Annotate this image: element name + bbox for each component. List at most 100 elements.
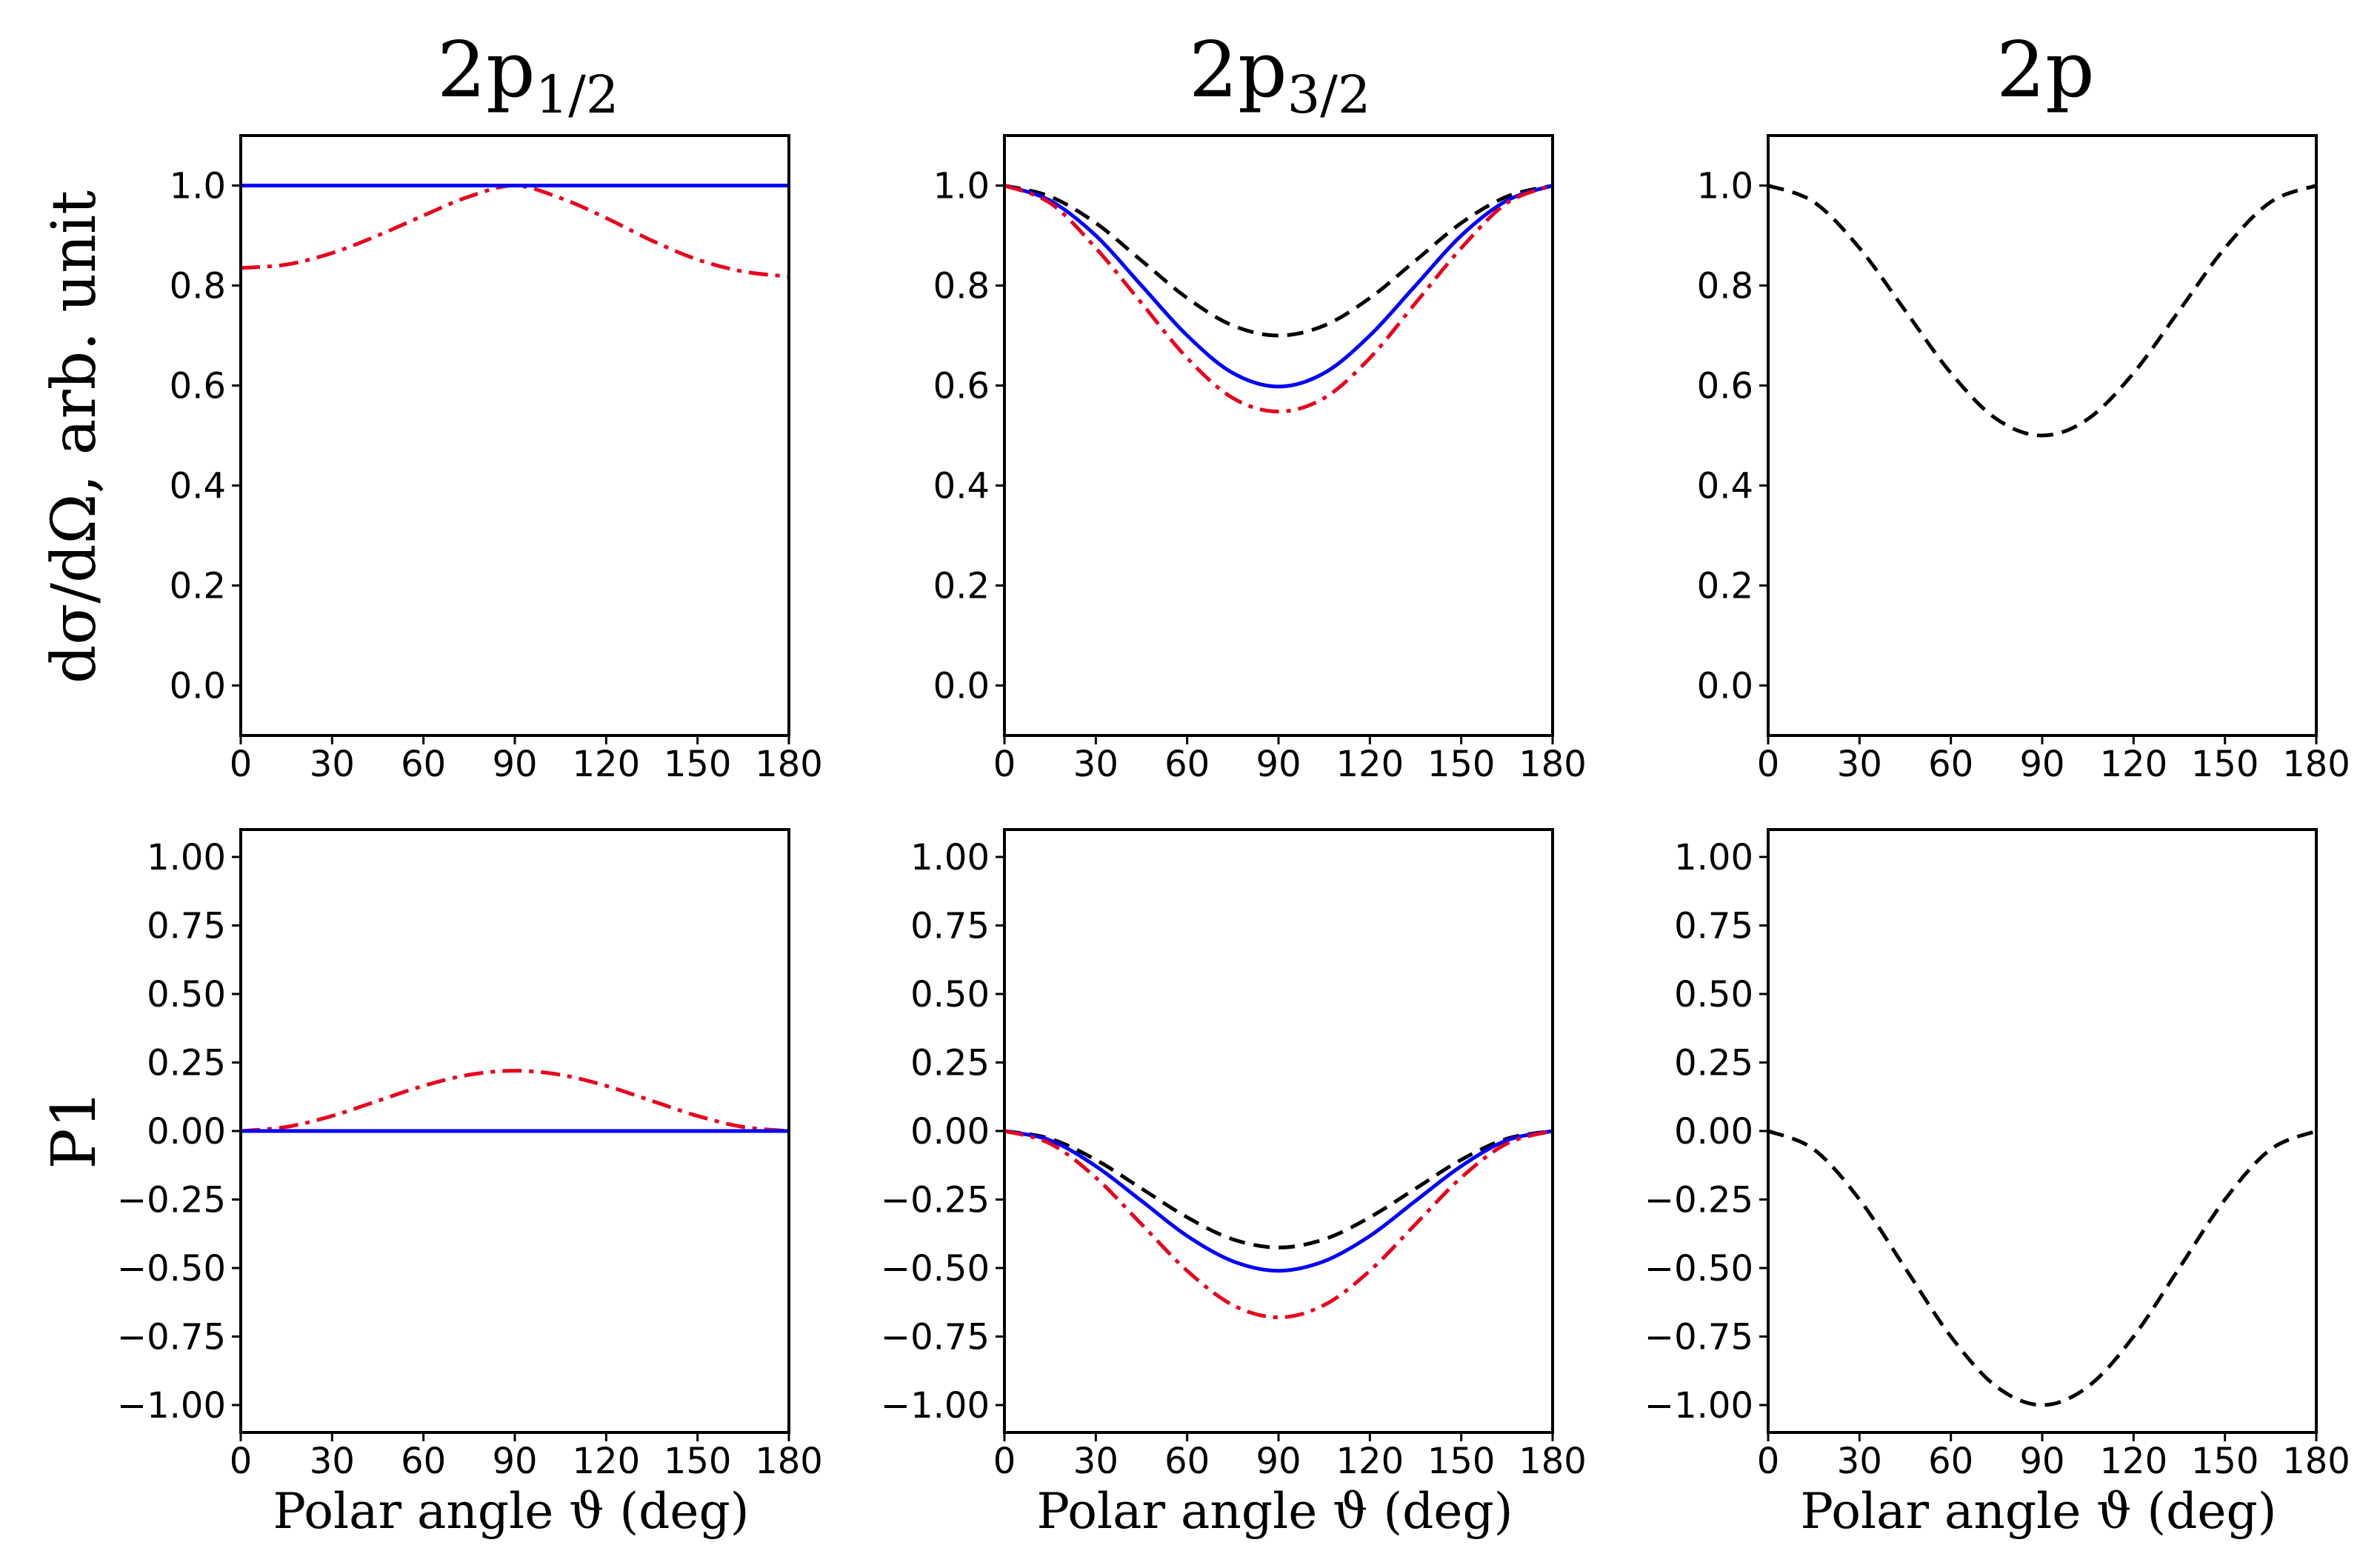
series-line-dashed — [1004, 184, 1553, 338]
x-tick-label: 120 — [2100, 744, 2168, 785]
y-tick-label: 0.4 — [1697, 466, 1753, 507]
y-tick-label: 0.75 — [910, 906, 990, 947]
series-line-dashed — [1767, 1129, 2317, 1407]
series-line-dashed — [1767, 184, 2317, 438]
y-tick-label: 0.0 — [933, 666, 990, 707]
x-tick-label: 60 — [1928, 1441, 1973, 1482]
y-tick-label: 0.6 — [170, 366, 226, 407]
panel-bottom-middle: 0 30 60 90 120 150 180 −1.00 −0.75 −0.50 −0.25 0.00… — [881, 828, 1587, 1482]
xlabel-left: Polar angle ϑ (deg) — [273, 1483, 750, 1540]
y-tick-label: −1.00 — [1644, 1385, 1753, 1427]
y-tick-label: −0.75 — [881, 1317, 990, 1358]
row-label-polarization: P1 — [39, 1090, 110, 1169]
series-line-solid — [1004, 1129, 1553, 1273]
x-tick-label: 30 — [1837, 744, 1882, 785]
x-tick-label: 90 — [1256, 744, 1301, 785]
x-tick-label: 120 — [1336, 744, 1404, 785]
x-tick-label: 90 — [1256, 1441, 1301, 1482]
series-line-dashdot — [240, 1069, 790, 1133]
x-tick-label: 150 — [1427, 1441, 1496, 1482]
y-tick-label: 0.75 — [1674, 906, 1753, 947]
y-tick-label: 0.75 — [147, 906, 226, 947]
y-tick-label: 0.25 — [147, 1043, 226, 1084]
y-tick-label: 0.25 — [910, 1043, 990, 1084]
series-line-solid — [1004, 184, 1553, 389]
plot-frame — [1003, 828, 1554, 1434]
y-tick-label: 0.4 — [933, 466, 990, 507]
x-tick-label: 180 — [755, 1441, 823, 1482]
panel-top-right: 0 30 60 90 120 150 180 0.0 0.2 0.4 0.6 0.8 1.0 — [1697, 134, 2350, 785]
column-title-2-sub: 3/2 — [1287, 64, 1371, 125]
y-tick-label: 0.8 — [170, 266, 226, 307]
x-tick-label: 120 — [573, 1441, 641, 1482]
y-tick-label: −1.00 — [881, 1385, 990, 1427]
x-tick-label: 0 — [230, 1441, 253, 1482]
x-tick-label: 60 — [1164, 744, 1210, 785]
x-tick-label: 0 — [993, 744, 1016, 785]
x-tick-label: 30 — [310, 1441, 355, 1482]
y-tick-label: 1.00 — [1674, 837, 1753, 878]
y-tick-label: −0.25 — [117, 1180, 226, 1221]
x-tick-label: 90 — [492, 744, 537, 785]
column-title-2: 2p3/2 — [1189, 24, 1370, 125]
x-tick-label: 30 — [1837, 1441, 1882, 1482]
x-tick-label: 60 — [401, 744, 446, 785]
x-tick-label: 180 — [2282, 1441, 2350, 1482]
y-tick-label: 0.2 — [1697, 566, 1753, 607]
y-tick-label: −0.50 — [881, 1248, 990, 1290]
x-tick-label: 30 — [1073, 1441, 1119, 1482]
y-tick-label: 0.2 — [933, 566, 990, 607]
x-tick-label: 30 — [1073, 744, 1119, 785]
x-tick-label: 180 — [1519, 1441, 1587, 1482]
y-tick-label: 0.50 — [1674, 974, 1753, 1015]
x-tick-label: 0 — [993, 1441, 1016, 1482]
x-tick-label: 60 — [401, 1441, 446, 1482]
y-tick-label: 0.50 — [147, 974, 226, 1015]
y-tick-label: −0.75 — [117, 1317, 226, 1358]
y-tick-label: 0.00 — [910, 1111, 990, 1152]
series-line-dashdot — [1004, 184, 1553, 414]
y-tick-label: 1.0 — [933, 166, 990, 207]
y-tick-label: 0.0 — [170, 666, 226, 707]
x-tick-label: 180 — [1519, 744, 1587, 785]
y-tick-label: 0.00 — [147, 1111, 226, 1152]
x-tick-label: 60 — [1928, 744, 1973, 785]
x-tick-label: 30 — [310, 744, 355, 785]
y-tick-label: −0.50 — [117, 1248, 226, 1290]
x-tick-label: 90 — [2019, 744, 2064, 785]
y-tick-label: 0.8 — [933, 266, 990, 307]
column-title-1-main: 2p — [437, 24, 536, 115]
y-tick-label: 0.6 — [1697, 366, 1753, 407]
y-tick-label: 1.00 — [910, 837, 990, 878]
y-tick-label: 0.00 — [1674, 1111, 1753, 1152]
x-tick-label: 0 — [230, 744, 253, 785]
x-tick-label: 150 — [2191, 1441, 2259, 1482]
panel-top-middle: 0 30 60 90 120 150 180 0.0 0.2 0.4 0.6 0.8 1.0 — [933, 134, 1587, 785]
y-tick-label: 1.00 — [147, 837, 226, 878]
y-tick-label: −0.25 — [881, 1180, 990, 1221]
x-tick-label: 120 — [1336, 1441, 1404, 1482]
column-title-2-main: 2p — [1189, 24, 1287, 115]
x-tick-label: 150 — [2191, 744, 2259, 785]
y-tick-label: 0.6 — [933, 366, 990, 407]
x-tick-label: 90 — [2019, 1441, 2064, 1482]
plot-frame — [1767, 828, 2318, 1434]
column-title-1: 2p1/2 — [437, 24, 619, 125]
plot-frame — [239, 134, 790, 737]
panel-top-left: 0 30 60 90 120 150 180 0.0 0.2 0.4 0.6 0.8 1.0 — [170, 134, 823, 785]
x-tick-label: 150 — [664, 744, 732, 785]
y-tick-label: −0.50 — [1644, 1248, 1753, 1290]
column-title-3: 2p — [1996, 24, 2095, 115]
series-line-dashdot — [1004, 1129, 1553, 1320]
column-title-1-sub: 1/2 — [536, 64, 619, 125]
x-tick-label: 180 — [755, 744, 823, 785]
row-label-cross-section: dσ/dΩ, arb. unit — [39, 190, 110, 684]
x-tick-label: 150 — [664, 1441, 732, 1482]
x-tick-label: 0 — [1757, 1441, 1780, 1482]
x-tick-label: 120 — [2100, 1441, 2168, 1482]
y-tick-label: 1.0 — [170, 166, 226, 207]
x-tick-label: 150 — [1427, 744, 1496, 785]
panel-bottom-right: 0 30 60 90 120 150 180 −1.00 −0.75 −0.50 −0.25 0.00… — [1644, 828, 2350, 1482]
y-tick-label: 0.8 — [1697, 266, 1753, 307]
x-tick-label: 60 — [1164, 1441, 1210, 1482]
